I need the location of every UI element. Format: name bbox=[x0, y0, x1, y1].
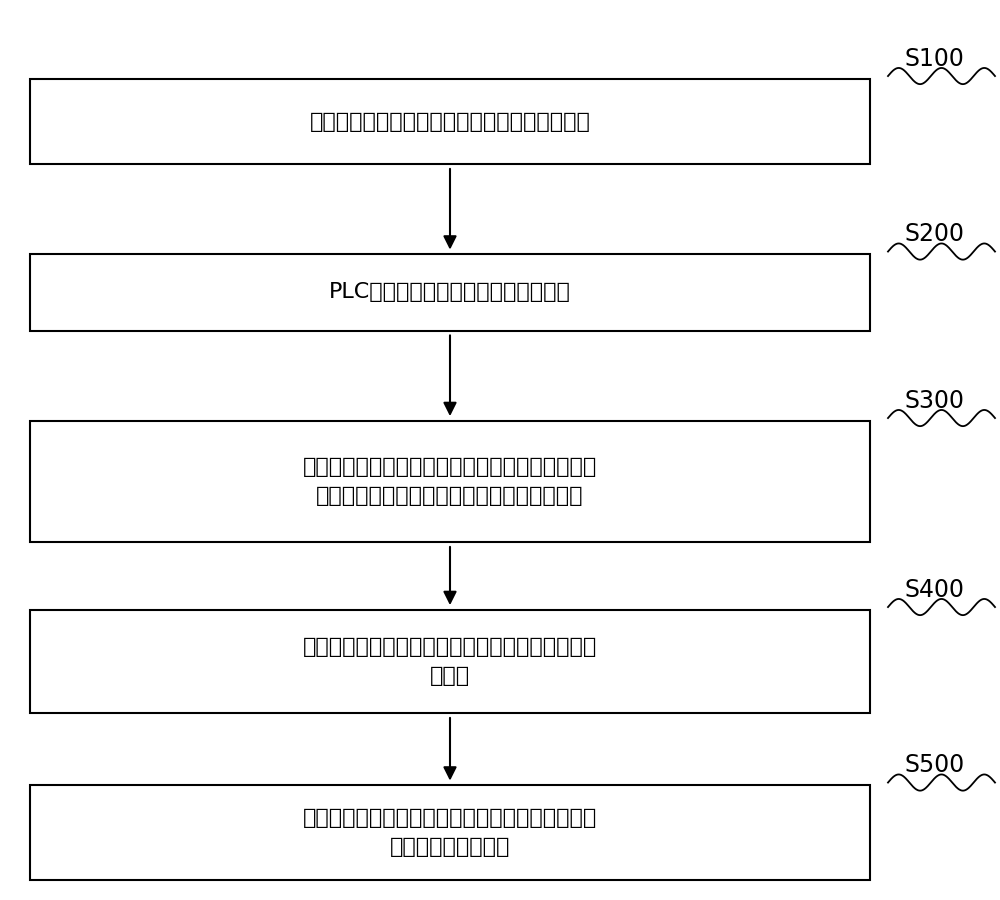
Bar bbox=[30, 254, 870, 331]
Text: S100: S100 bbox=[905, 47, 965, 71]
Text: 触控屏接收用户设置的控制参数，实时显示用户设
置的控制参数和数据采集单元采集的运行参数: 触控屏接收用户设置的控制参数，实时显示用户设 置的控制参数和数据采集单元采集的运… bbox=[303, 456, 597, 507]
Bar bbox=[30, 610, 870, 713]
Text: 通信模块将所述控制参数和运行参数上报给远程监
控单元: 通信模块将所述控制参数和运行参数上报给远程监 控单元 bbox=[303, 636, 597, 687]
Text: S300: S300 bbox=[905, 389, 965, 413]
Bar bbox=[30, 785, 870, 880]
Text: S400: S400 bbox=[905, 578, 965, 602]
Text: 远程监控单元实时接收并显示现场工控单元上报的
控制参数和运行参数: 远程监控单元实时接收并显示现场工控单元上报的 控制参数和运行参数 bbox=[303, 807, 597, 858]
Bar bbox=[30, 79, 870, 164]
Text: 数据采集单元采集生产区中生产过程的运行参数: 数据采集单元采集生产区中生产过程的运行参数 bbox=[310, 112, 590, 131]
Text: S200: S200 bbox=[905, 222, 965, 247]
Bar bbox=[30, 421, 870, 542]
Text: S500: S500 bbox=[905, 753, 965, 778]
Text: PLC获取数据采集单元采集的运行参数: PLC获取数据采集单元采集的运行参数 bbox=[329, 283, 571, 302]
